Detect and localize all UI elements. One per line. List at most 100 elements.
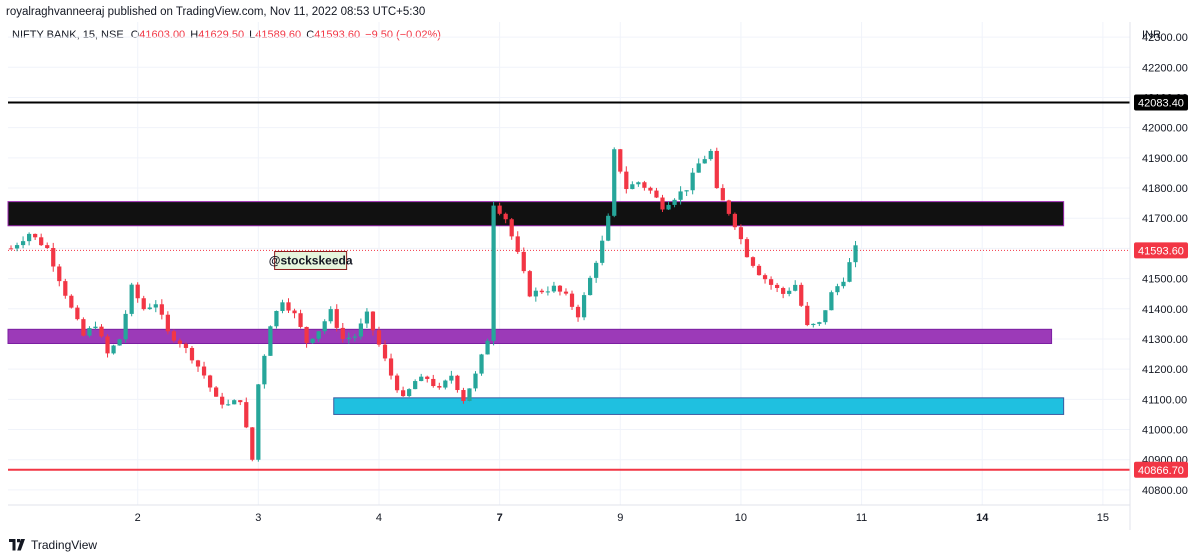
candle-body: [388, 358, 394, 376]
candle-body: [165, 314, 170, 332]
candle-body: [563, 291, 569, 294]
candle-body: [87, 328, 92, 336]
candle-body: [473, 373, 478, 389]
high-label: H: [190, 29, 199, 41]
candle-body: [183, 343, 189, 348]
candle-body: [413, 381, 418, 390]
candle-body: [799, 284, 804, 306]
y-tick-label: 41900.00: [1142, 153, 1188, 165]
candle-body: [708, 150, 713, 160]
candle-body: [328, 309, 333, 322]
candle-body: [533, 290, 538, 297]
candle-body: [690, 172, 695, 191]
candle-body: [123, 313, 128, 340]
tradingview-logo-icon: [9, 539, 25, 551]
candle-body: [527, 271, 532, 297]
candle-body: [497, 205, 502, 214]
candle-body: [732, 213, 737, 228]
candle-body: [376, 330, 382, 345]
candle-body: [521, 251, 526, 272]
candle-body: [99, 326, 104, 337]
candle-body: [292, 310, 297, 314]
candle-body: [835, 286, 840, 293]
axes: 40800.0040900.0041000.0041100.0041200.00…: [8, 22, 1188, 530]
candle-body: [14, 245, 20, 249]
candle-body: [581, 295, 587, 318]
candle-body: [177, 340, 183, 344]
y-tick-label: 42300.00: [1142, 32, 1188, 44]
candle-body: [394, 375, 400, 391]
candle-body: [75, 307, 80, 320]
candle-body: [793, 284, 798, 291]
candle-body: [159, 304, 164, 315]
candle-body: [781, 288, 786, 294]
candle-body: [280, 302, 285, 311]
candle-body: [750, 257, 756, 266]
candle-body: [551, 285, 557, 292]
close-value: 41593.60: [314, 29, 361, 41]
candle-body: [346, 337, 351, 339]
candle-body: [105, 336, 110, 354]
resistance-level-tag: [1134, 94, 1188, 111]
candle-body: [702, 159, 707, 164]
candle-body: [455, 375, 460, 391]
x-tick-label: 10: [735, 512, 747, 524]
candle-body: [811, 323, 816, 326]
candle-body: [841, 281, 846, 287]
y-tick-label: 41200.00: [1142, 364, 1188, 376]
candle-body: [431, 378, 436, 387]
candle-body: [600, 240, 605, 263]
purple-zone: [7, 328, 1053, 344]
x-tick-label: 15: [1097, 512, 1109, 524]
candle-body: [437, 386, 442, 388]
candle-body: [485, 340, 490, 355]
candles: [8, 147, 858, 462]
candle-body: [274, 310, 279, 327]
candle-body: [666, 204, 671, 210]
candle-body: [27, 233, 32, 242]
candle-body: [20, 241, 26, 246]
published-caption: royalraghvanneeraj published on TradingV…: [6, 6, 426, 18]
candle-body: [545, 291, 550, 293]
candle-body: [250, 427, 255, 460]
candle-body: [171, 331, 176, 341]
candle-body: [503, 213, 508, 220]
candle-body: [762, 275, 768, 280]
candle-body: [316, 331, 321, 339]
candle-body: [268, 326, 273, 356]
y-tick-label: 41300.00: [1142, 334, 1188, 346]
candle-body: [147, 307, 152, 310]
x-tick-label: 14: [976, 512, 989, 524]
candle-body: [720, 188, 725, 201]
black-zone: [7, 201, 1065, 227]
annotations: @stockskeeda: [269, 250, 353, 270]
candle-body: [588, 277, 593, 296]
candle-body: [817, 322, 822, 324]
candle-body: [768, 279, 774, 285]
candle-body: [726, 200, 731, 214]
candle-body: [256, 384, 261, 460]
candle-body: [226, 404, 231, 406]
candle-body: [334, 309, 339, 328]
candle-body: [45, 245, 50, 249]
x-tick-label: 3: [255, 512, 261, 524]
candle-body: [805, 305, 810, 326]
candle-body: [39, 237, 44, 246]
candle-body: [672, 199, 677, 205]
candle-body: [51, 248, 56, 267]
candle-body: [467, 388, 472, 401]
candle-body: [624, 171, 629, 190]
candle-body: [57, 266, 62, 282]
candle-body: [539, 290, 544, 293]
candle-body: [244, 402, 249, 428]
candle-body: [141, 298, 146, 310]
candle-body: [594, 262, 599, 278]
candle-body: [509, 219, 514, 237]
candle-body: [262, 355, 267, 385]
close-label: C: [306, 29, 315, 41]
horizontal-lines: [8, 101, 1130, 471]
candle-body: [479, 354, 484, 374]
resistance-level-tag-label: 42083.40: [1138, 97, 1184, 109]
candle-body: [775, 284, 780, 289]
